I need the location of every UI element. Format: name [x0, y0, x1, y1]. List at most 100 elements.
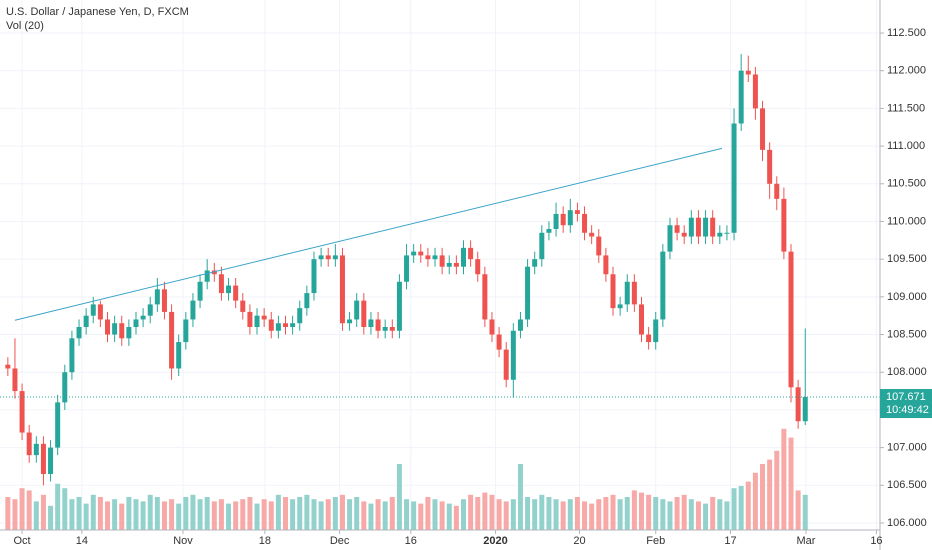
x-tick-label: 14	[76, 535, 88, 547]
candle-body	[453, 262, 459, 267]
candle-body	[767, 149, 773, 184]
candle-body	[425, 255, 431, 260]
x-tick-label: 2020	[483, 535, 507, 547]
volume-bar	[154, 497, 160, 530]
volume-bar	[717, 499, 723, 530]
volume-bar	[275, 494, 281, 530]
candle-body	[560, 213, 566, 226]
candle-body	[795, 387, 801, 422]
x-tick-label: 17	[724, 535, 736, 547]
volume-bar	[546, 497, 552, 530]
volume-bar	[389, 497, 395, 530]
volume-bar	[26, 490, 32, 530]
volume-pane	[5, 428, 808, 530]
candle-body	[261, 315, 267, 320]
volume-bar	[560, 501, 566, 530]
volume-bar	[646, 494, 652, 530]
volume-bar	[432, 499, 438, 530]
candle-body	[574, 210, 580, 214]
candle-body	[254, 315, 260, 328]
volume-bar	[112, 499, 118, 530]
candle-body	[147, 304, 153, 316]
volume-bar	[69, 499, 75, 530]
candle-body	[717, 232, 723, 237]
volume-bar	[240, 499, 246, 530]
candle-body	[76, 327, 82, 339]
volume-bar	[774, 450, 780, 530]
candle-body	[674, 225, 680, 233]
candle-body	[375, 319, 381, 331]
candle-body	[347, 319, 353, 324]
x-tick-label: 16	[405, 535, 417, 547]
volume-bar	[19, 488, 25, 530]
candle-body	[275, 323, 281, 331]
candle-body	[304, 293, 310, 309]
y-tick-label: 108.000	[887, 366, 927, 378]
volume-bar	[254, 503, 260, 530]
volume-bar	[40, 494, 46, 530]
candle-body	[589, 232, 595, 237]
candle-body	[638, 304, 644, 335]
candle-body	[90, 304, 96, 316]
candle-body	[603, 255, 609, 275]
volume-bar	[418, 503, 424, 530]
volume-bar	[204, 497, 210, 530]
candle-body	[297, 308, 303, 324]
y-tick-label: 107.000	[887, 442, 927, 454]
volume-bar	[738, 486, 744, 530]
candle-body	[468, 247, 474, 260]
y-tick-label: 111.500	[887, 102, 925, 114]
volume-bar	[425, 497, 431, 530]
candle-body	[226, 285, 232, 294]
volume-bar	[261, 499, 267, 530]
volume-bar	[610, 494, 616, 530]
volume-bar	[318, 501, 324, 530]
candle-body	[396, 281, 402, 331]
volume-bar	[140, 501, 146, 530]
candle-body	[624, 281, 630, 305]
volume-bar	[788, 437, 794, 530]
volume-bar	[767, 459, 773, 530]
candle-body	[532, 259, 538, 267]
volume-bar	[688, 499, 694, 530]
candle-body	[354, 300, 360, 320]
candle-body	[97, 304, 103, 320]
volume-bar	[553, 499, 559, 530]
candle-body	[339, 255, 345, 324]
volume-bar	[745, 481, 751, 530]
volume-bar	[361, 501, 367, 530]
x-tick-label: Mar	[796, 535, 815, 547]
volume-bar	[119, 503, 125, 530]
volume-bar	[653, 497, 659, 530]
volume-bar	[681, 494, 687, 530]
volume-bar	[489, 494, 495, 530]
volume-bar	[12, 499, 18, 530]
volume-bar	[339, 494, 345, 530]
candle-body	[325, 255, 331, 260]
volume-bar	[446, 503, 452, 530]
candle-body	[781, 198, 787, 252]
volume-bar	[525, 497, 531, 530]
candle-body	[55, 402, 61, 448]
volume-bar	[574, 497, 580, 530]
volume-bar	[567, 499, 573, 530]
candle-body	[183, 319, 189, 343]
volume-bar	[368, 503, 374, 530]
y-tick-label: 112.000	[887, 65, 926, 77]
volume-bar	[695, 501, 701, 530]
volume-bar	[603, 497, 609, 530]
candle-body	[496, 334, 502, 350]
candle-body	[510, 330, 516, 380]
volume-bar	[510, 499, 516, 530]
volume-bar	[460, 499, 466, 530]
volume-bar	[703, 503, 709, 530]
y-tick-label: 108.500	[887, 328, 927, 340]
volume-bar	[375, 499, 381, 530]
volume-bar	[197, 499, 203, 530]
candle-body	[26, 432, 32, 456]
volume-bar	[674, 497, 680, 530]
candle-body	[12, 368, 18, 392]
candle-body	[802, 397, 808, 422]
volume-bar	[247, 497, 253, 530]
candle-body	[539, 232, 545, 260]
